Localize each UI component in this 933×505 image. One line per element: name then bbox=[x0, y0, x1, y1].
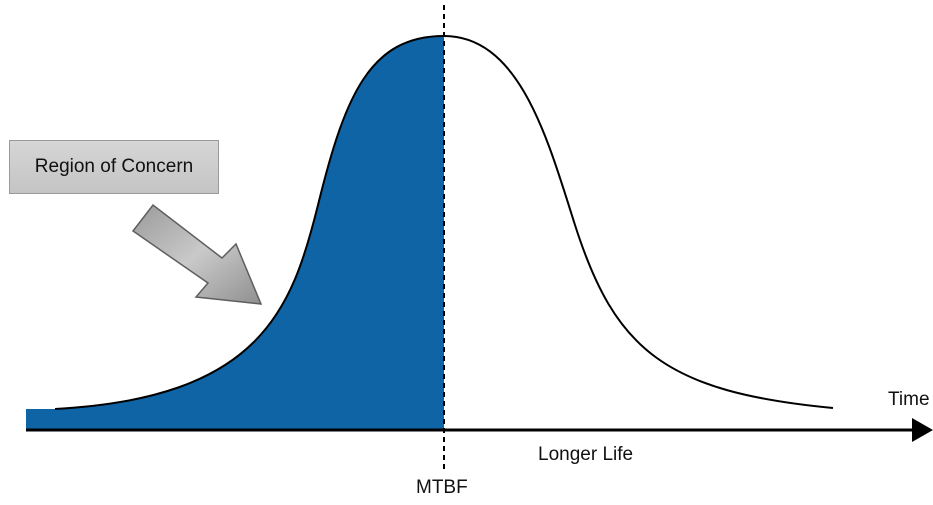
callout-label: Region of Concern bbox=[34, 156, 194, 177]
region-of-concern-callout: Region of Concern bbox=[9, 140, 219, 194]
concern-region-fill bbox=[26, 36, 444, 430]
longer-life-label: Longer Life bbox=[538, 444, 634, 465]
callout-arrow-icon bbox=[131, 203, 263, 305]
time-axis-label: Time bbox=[888, 389, 930, 410]
time-axis-arrowhead-icon bbox=[912, 418, 933, 442]
mtbf-label: MTBF bbox=[416, 477, 468, 498]
